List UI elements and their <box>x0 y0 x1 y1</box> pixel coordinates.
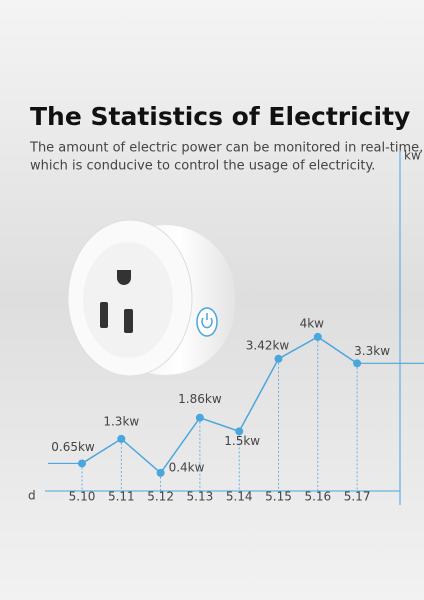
plug-image <box>67 219 235 377</box>
x-tick-label: 5.16 <box>304 490 331 504</box>
data-label: 4kw <box>300 316 325 330</box>
data-label: 0.4kw <box>169 460 205 474</box>
data-label: 3.42kw <box>246 338 290 352</box>
data-label: 1.86kw <box>178 392 222 406</box>
subtitle: which is conducive to control the usage … <box>30 159 375 174</box>
data-label: 1.3kw <box>103 414 139 428</box>
x-tick-label: 5.15 <box>265 490 292 504</box>
x-tick-label: 5.11 <box>108 490 135 504</box>
data-label: 0.65kw <box>51 440 95 454</box>
point <box>78 459 86 468</box>
point <box>313 332 322 341</box>
point <box>156 468 165 477</box>
data-label: 1.5kw <box>224 434 260 448</box>
point <box>235 427 244 436</box>
x-tick-label: 5.12 <box>147 490 174 504</box>
chart-title: The Statistics of Electricity <box>30 102 410 131</box>
x-tick-label: 5.14 <box>226 490 253 504</box>
point <box>353 359 362 368</box>
y-axis-label: kw <box>404 149 421 163</box>
point <box>117 434 126 443</box>
subtitle: The amount of electric power can be moni… <box>29 141 423 156</box>
x-axis-label: d <box>28 489 36 503</box>
point <box>274 354 283 363</box>
line <box>81 336 358 474</box>
x-tick-label: 5.13 <box>187 490 214 504</box>
point <box>195 413 204 422</box>
x-tick-label: 5.10 <box>69 490 96 504</box>
data-label: 3.3kw <box>354 344 390 358</box>
x-tick-label: 5.17 <box>344 490 371 504</box>
